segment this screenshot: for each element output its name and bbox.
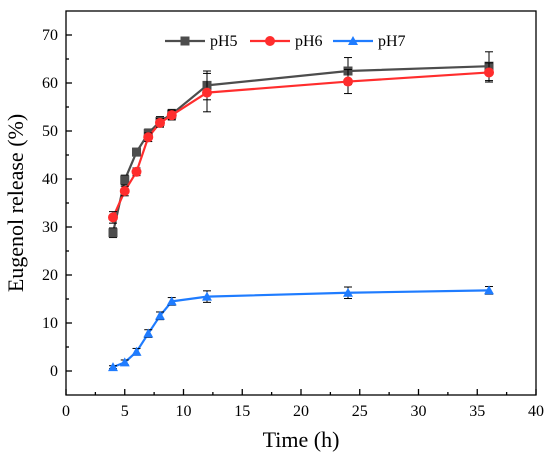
legend: pH5 pH6 pH7 bbox=[165, 33, 406, 50]
legend-item: pH5 bbox=[165, 33, 238, 50]
y-tick-label: 50 bbox=[42, 123, 58, 140]
data-point bbox=[348, 36, 358, 45]
x-tick-label: 20 bbox=[293, 403, 309, 420]
data-point bbox=[166, 296, 177, 306]
legend-item: pH6 bbox=[250, 33, 323, 50]
data-point bbox=[131, 166, 142, 177]
y-axis-title: Eugenol release (%) bbox=[3, 114, 28, 292]
data-point bbox=[202, 87, 212, 98]
legend-item: pH7 bbox=[333, 33, 406, 50]
y-tick-label: 30 bbox=[42, 219, 58, 236]
data-point bbox=[155, 117, 165, 128]
series-line bbox=[111, 71, 491, 219]
data-point bbox=[202, 291, 212, 301]
plot-frame bbox=[65, 10, 537, 396]
data-point bbox=[484, 67, 494, 78]
x-axis-title: Time (h) bbox=[263, 427, 340, 452]
data-point bbox=[143, 328, 154, 338]
data-point bbox=[131, 346, 142, 356]
x-tick-label: 40 bbox=[528, 403, 544, 420]
x-tick-label: 10 bbox=[176, 403, 192, 420]
legend-label: pH5 bbox=[210, 33, 238, 50]
y-tick-label: 40 bbox=[42, 171, 58, 188]
y-tick-label: 10 bbox=[42, 315, 58, 332]
x-tick-label: 5 bbox=[121, 403, 129, 420]
data-point bbox=[132, 147, 141, 157]
data-point bbox=[180, 36, 190, 46]
x-tick-label: 15 bbox=[234, 403, 250, 420]
axes-layer: 0 5 10 15 20 25 30 35 40 0 10 20 30 40 50 60 70 bbox=[42, 10, 544, 420]
y-tick-label: 70 bbox=[42, 27, 58, 44]
series-line bbox=[111, 65, 491, 234]
y-tick-label: 0 bbox=[50, 363, 58, 380]
series-ph5 bbox=[108, 51, 494, 239]
y-tick-label: 60 bbox=[42, 75, 58, 92]
data-point bbox=[343, 287, 353, 297]
legend-label: pH7 bbox=[378, 33, 406, 50]
data-point bbox=[120, 175, 130, 185]
data-point bbox=[119, 186, 130, 196]
data-point bbox=[155, 310, 165, 320]
y-tick-label: 20 bbox=[42, 267, 58, 284]
data-point bbox=[108, 228, 118, 238]
data-point bbox=[343, 76, 353, 87]
legend-label: pH6 bbox=[295, 33, 323, 50]
series-layer bbox=[108, 51, 494, 372]
data-point bbox=[119, 357, 130, 367]
data-point bbox=[484, 285, 494, 295]
data-point bbox=[265, 36, 275, 46]
x-tick-label: 35 bbox=[469, 403, 485, 420]
series-ph6 bbox=[108, 62, 494, 224]
data-point bbox=[166, 110, 177, 121]
data-point bbox=[143, 132, 154, 143]
x-tick-label: 30 bbox=[411, 403, 427, 420]
data-point bbox=[108, 362, 118, 372]
series-ph7 bbox=[108, 285, 494, 372]
data-point bbox=[108, 212, 118, 223]
x-tick-label: 0 bbox=[62, 403, 70, 420]
x-tick-label: 25 bbox=[352, 403, 368, 420]
